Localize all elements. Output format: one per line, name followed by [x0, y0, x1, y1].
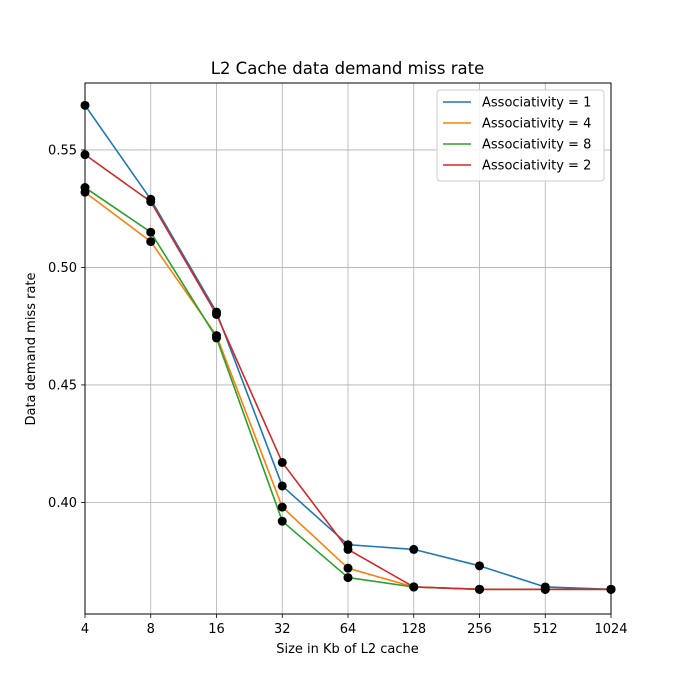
data-point-marker — [277, 481, 287, 491]
x-tick-label: 128 — [401, 622, 426, 637]
data-point-marker — [343, 573, 353, 583]
y-tick-label: 0.55 — [48, 143, 77, 158]
x-tick-label: 32 — [274, 622, 291, 637]
data-point-marker — [409, 582, 419, 592]
data-point-marker — [277, 516, 287, 526]
y-tick-label: 0.40 — [48, 496, 77, 511]
x-tick-label: 16 — [208, 622, 225, 637]
data-markers — [80, 100, 616, 594]
data-point-marker — [475, 584, 484, 594]
data-point-marker — [146, 237, 156, 247]
data-point-marker — [212, 309, 221, 319]
legend-box — [436, 89, 605, 182]
y-tick-label: 0.50 — [48, 261, 77, 276]
data-point-marker — [146, 197, 156, 207]
data-point-marker — [409, 544, 419, 554]
data-point-marker — [475, 561, 484, 571]
x-tick-label: 8 — [147, 622, 155, 637]
x-tick-label: 4 — [81, 622, 89, 637]
x-tick-label: 64 — [340, 622, 357, 637]
data-point-marker — [343, 544, 353, 554]
legend: Associativity = 1 Associativity = 4 Associ… — [436, 89, 605, 182]
y-axis-label: Data demand miss rate — [24, 272, 39, 425]
chart-title: L2 Cache data demand miss rate — [211, 59, 485, 78]
x-tick-label: 1024 — [594, 622, 627, 637]
y-tick-label: 0.45 — [48, 378, 77, 393]
legend-label: Associativity = 8 — [482, 138, 591, 153]
data-point-marker — [277, 457, 287, 467]
data-point-marker — [343, 563, 353, 573]
data-point-marker — [146, 227, 156, 237]
legend-label: Associativity = 4 — [482, 117, 591, 132]
axis-ticks: 4 8 16 32 64 128 256 512 1024 0.40 0.45 0.50 0.55 — [48, 143, 628, 637]
legend-label: Associativity = 1 — [482, 96, 591, 111]
x-tick-label: 512 — [533, 622, 558, 637]
data-point-marker — [540, 584, 550, 594]
x-axis-label: Size in Kb of L2 cache — [276, 642, 419, 657]
x-tick-label: 256 — [467, 622, 492, 637]
data-point-marker — [212, 333, 221, 343]
legend-label: Associativity = 2 — [482, 159, 591, 174]
data-point-marker — [277, 502, 287, 512]
